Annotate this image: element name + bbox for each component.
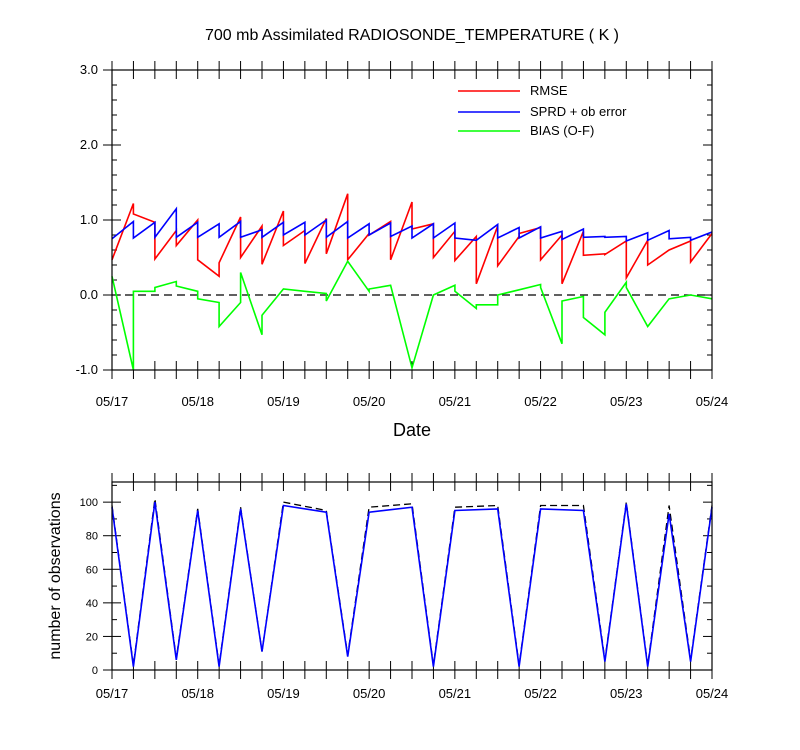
x-tick-label: 05/21 [439,394,472,409]
legend-spread-label: SPRD + ob error [530,104,627,119]
x-tick-label: 05/18 [181,394,214,409]
x-tick-label: 05/17 [96,686,129,701]
y-tick-label: 20 [86,631,98,643]
y-tick-label: 40 [86,598,98,610]
y-tick-label: 60 [86,564,98,576]
legend-rmse-label: RMSE [530,83,568,98]
x-tick-label: 05/23 [610,394,643,409]
y-tick-label: 3.0 [80,62,98,77]
chart-title: 700 mb Assimilated RADIOSONDE_TEMPERATUR… [205,27,619,44]
y-tick-label: 80 [86,531,98,543]
x-tick-label: 05/21 [439,686,472,701]
x-tick-label: 05/19 [267,394,300,409]
x-tick-label: 05/22 [524,686,557,701]
series-line-bias-o-f [111,259,713,371]
x-tick-label: 05/17 [96,394,129,409]
series-line-observations-possible [111,498,713,666]
legend-bias-label: BIAS (O-F) [530,123,594,138]
x-tick-label: 05/23 [610,686,643,701]
y-axis-label-observations: number of observations [47,492,64,659]
bottom-chart-series [111,498,713,667]
top-plot-frame [111,69,713,371]
bottom-plot-frame [111,481,713,671]
x-tick-label: 05/24 [696,394,729,409]
top-y-tick-labels: -1.0 0.0 1.0 2.0 3.0 [76,62,98,377]
y-tick-label: 2.0 [80,137,98,152]
y-tick-label: 0.0 [80,287,98,302]
x-tick-label: 05/22 [524,394,557,409]
y-tick-label: -1.0 [76,362,98,377]
y-tick-label: 100 [80,497,98,509]
x-axis-label: Date [393,420,431,440]
series-line-observations-used [111,501,713,667]
bottom-y-tick-labels: 0 20 40 60 80 100 [80,497,98,677]
y-tick-label: 1.0 [80,212,98,227]
x-tick-label: 05/20 [353,686,386,701]
x-tick-label: 05/18 [181,686,214,701]
series-line-sprd-ob-error [111,206,713,243]
top-chart-series [111,193,713,371]
y-tick-label: 0 [92,665,98,677]
legend: RMSE SPRD + ob error BIAS (O-F) [458,83,627,138]
x-tick-label: 05/24 [696,686,729,701]
top-x-tick-labels: 05/17 05/18 05/19 05/20 05/21 05/22 05/23 05/24 [96,394,729,409]
x-tick-label: 05/20 [353,394,386,409]
series-line-rmse [111,193,713,285]
bottom-x-tick-labels: 05/17 05/18 05/19 05/20 05/21 05/22 05/23 05/24 [96,686,729,701]
top-chart: -1.00.01.02.03.0 05/17 05/18 05/19 05/20 05/… [76,61,729,440]
x-tick-label: 05/19 [267,686,300,701]
